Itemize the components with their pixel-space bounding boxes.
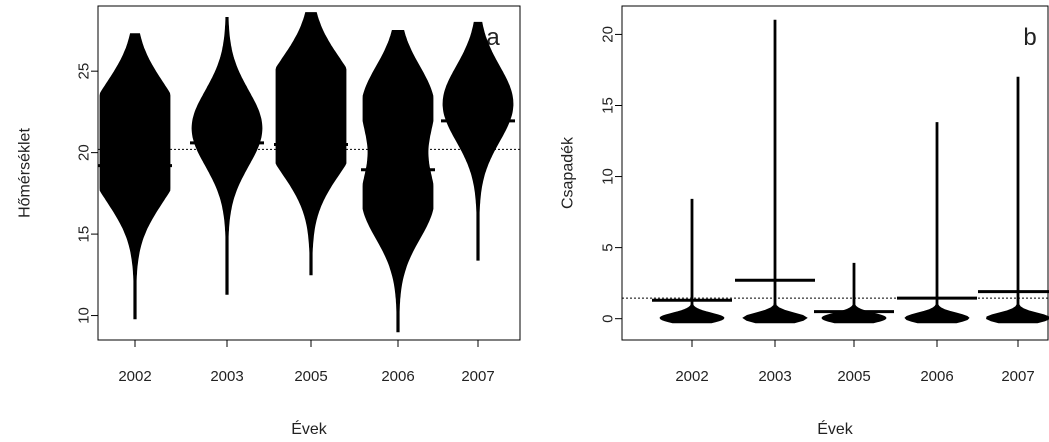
bean-2005: [274, 12, 348, 276]
bean-2006: [361, 30, 435, 333]
bean-2007: [978, 76, 1049, 324]
x-tick-label: 2006: [381, 368, 414, 385]
plot-frame: [97, 5, 521, 341]
bean-shape: [442, 21, 514, 261]
panel-b-precipitation: 0 5 10 15 20 2002 2003 2005 2006 2007 Évek Csapadék…: [560, 5, 1049, 438]
y-tick-label: 10: [600, 168, 617, 185]
y-tick-label: 0: [600, 315, 617, 323]
y-tick-label: 5: [600, 243, 617, 251]
x-tick-label: 2003: [210, 368, 243, 385]
x-axis-title: Évek: [817, 419, 854, 438]
x-tick-label: 2003: [758, 368, 791, 385]
y-tick-label: 25: [76, 63, 93, 80]
x-tick-label: 2002: [118, 368, 151, 385]
y-tick-label: 20: [600, 26, 617, 43]
bean-shape: [362, 30, 434, 333]
x-tick-label: 2005: [294, 368, 327, 385]
bean-shape: [742, 19, 808, 324]
bean-2002: [98, 33, 172, 320]
bean-shape: [99, 33, 171, 320]
bean-2003: [190, 17, 264, 295]
x-tick-label: 2002: [675, 368, 708, 385]
bean-2003: [735, 19, 815, 324]
x-tick-label: 2005: [837, 368, 870, 385]
x-axis-title: Évek: [291, 419, 328, 438]
y-axis-title: Hőmérséklet: [17, 128, 34, 218]
panel-label: b: [1023, 24, 1036, 51]
y-tick-label: 10: [76, 307, 93, 324]
bean-2006: [897, 122, 977, 324]
bean-shape: [191, 17, 263, 295]
bean-shape: [659, 198, 725, 324]
x-tick-label: 2007: [461, 368, 494, 385]
bean-2007: [441, 21, 515, 261]
bean-shape: [904, 122, 970, 324]
bean-shape: [986, 76, 1049, 324]
panel-label: a: [486, 24, 500, 51]
bean-2005: [814, 262, 894, 324]
y-axis-title: Csapadék: [560, 136, 577, 209]
y-tick-label: 15: [600, 97, 617, 114]
y-tick-label: 20: [76, 144, 93, 161]
plot-frame: [621, 5, 1049, 341]
bean-2002: [652, 198, 732, 324]
bean-shape: [821, 262, 887, 324]
x-tick-label: 2006: [920, 368, 953, 385]
x-tick-label: 2007: [1001, 368, 1034, 385]
panel-a-temperature: 10 15 20 25 2002 2003 2005 2006 2007 Évek Hőmérsék…: [17, 5, 521, 438]
y-tick-label: 15: [76, 226, 93, 243]
